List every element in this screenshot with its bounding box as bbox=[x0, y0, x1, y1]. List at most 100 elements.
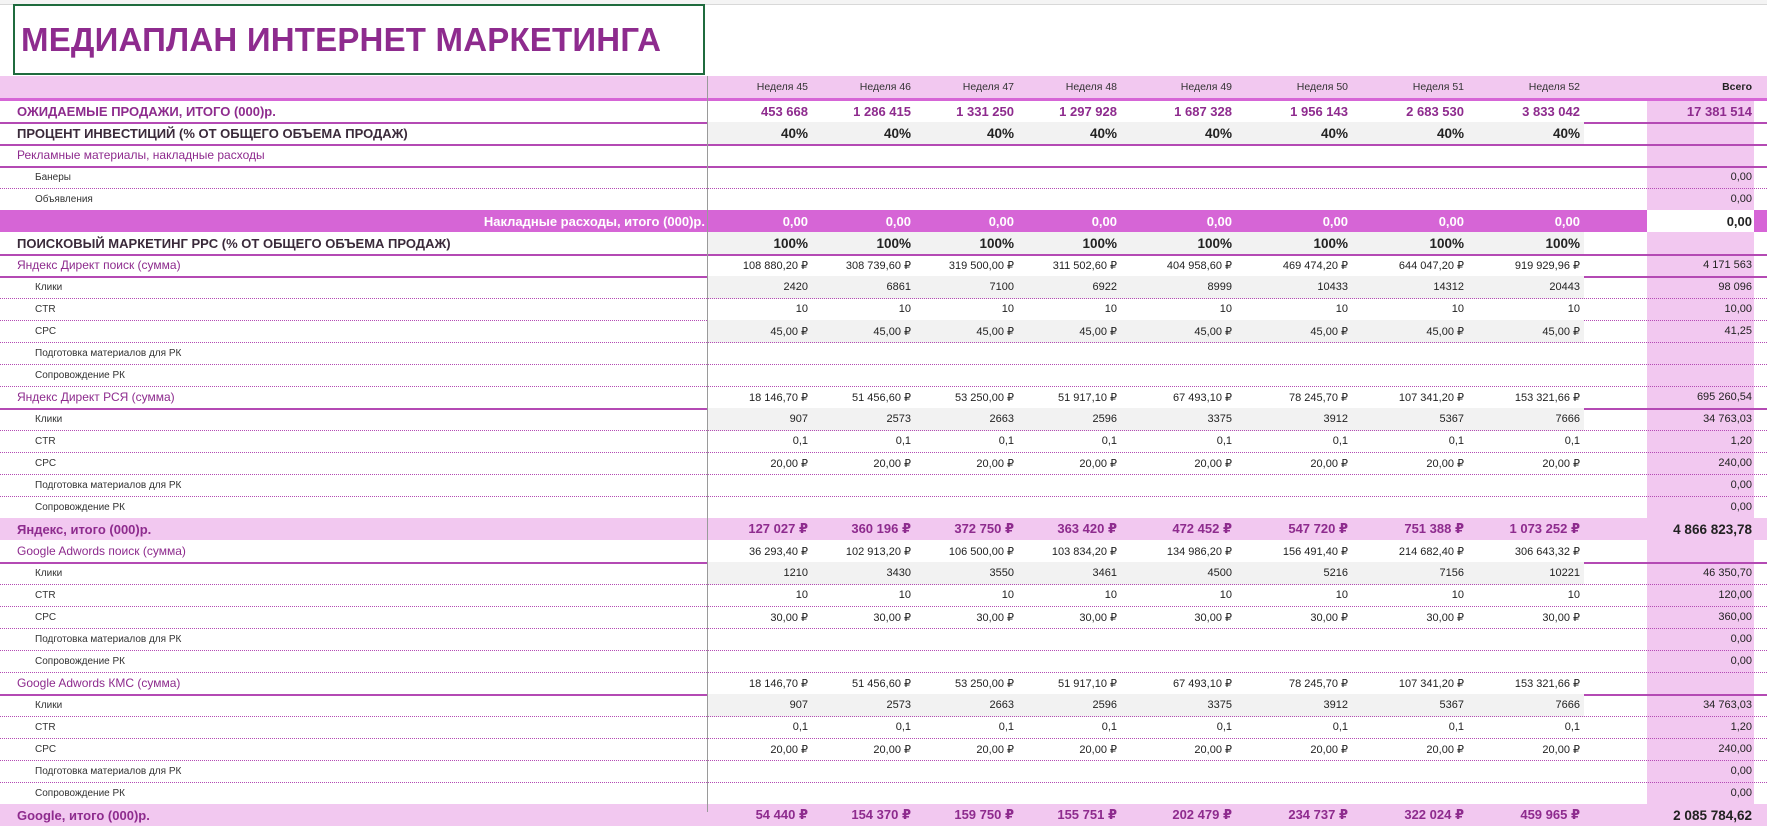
week-value-cell[interactable]: 51 917,10 ₽ bbox=[1058, 677, 1117, 690]
week-value-cell[interactable]: 107 341,20 ₽ bbox=[1398, 677, 1464, 690]
header-label-cell[interactable] bbox=[13, 76, 707, 98]
week-value-cell[interactable]: 306 643,32 ₽ bbox=[1514, 545, 1580, 558]
week-value-cell[interactable]: 234 737 ₽ bbox=[1288, 807, 1348, 822]
week-value-cell[interactable]: 103 834,20 ₽ bbox=[1051, 545, 1117, 558]
row-label[interactable]: Накладные расходы, итого (000)р. bbox=[483, 213, 705, 229]
week-value-cell[interactable]: 2596 bbox=[1092, 413, 1117, 425]
week-value-cell[interactable]: 1 286 415 bbox=[853, 103, 911, 119]
row-label[interactable]: ОЖИДАЕМЫЕ ПРОДАЖИ, ИТОГО (000)р. bbox=[17, 103, 276, 119]
week-value-cell[interactable]: 202 479 ₽ bbox=[1172, 807, 1232, 822]
week-value-cell[interactable]: 45,00 ₽ bbox=[976, 325, 1014, 338]
week-value-cell[interactable]: 5367 bbox=[1439, 699, 1464, 711]
week-value-cell[interactable]: 10 bbox=[1104, 303, 1117, 315]
row-label[interactable]: Яндекс Директ поиск (сумма) bbox=[17, 258, 181, 272]
week-value-cell[interactable]: 372 750 ₽ bbox=[954, 521, 1014, 536]
week-value-cell[interactable]: 20443 bbox=[1549, 281, 1580, 293]
week-value-cell[interactable]: 30,00 ₽ bbox=[1310, 611, 1348, 624]
week-value-cell[interactable]: 10 bbox=[795, 303, 808, 315]
week-value-cell[interactable]: 907 bbox=[789, 413, 808, 425]
week-value-cell[interactable]: 0,00 bbox=[1322, 213, 1348, 229]
row-label[interactable]: Яндекс Директ РСЯ (сумма) bbox=[17, 390, 175, 404]
week-value-cell[interactable]: 214 682,40 ₽ bbox=[1398, 545, 1464, 558]
week-value-cell[interactable]: 155 751 ₽ bbox=[1057, 807, 1117, 822]
week-value-cell[interactable]: 18 146,70 ₽ bbox=[749, 391, 808, 404]
row-label[interactable]: Клики bbox=[35, 567, 63, 579]
row-label[interactable]: Подготовка материалов для РК bbox=[35, 765, 182, 777]
row-label[interactable]: Подготовка материалов для РК bbox=[35, 347, 182, 359]
week-value-cell[interactable]: 7156 bbox=[1439, 567, 1464, 579]
row-label[interactable]: Подготовка материалов для РК bbox=[35, 633, 182, 645]
week-value-cell[interactable]: 108 880,20 ₽ bbox=[742, 259, 808, 272]
week-value-cell[interactable]: 308 739,60 ₽ bbox=[845, 259, 911, 272]
week-value-cell[interactable]: 30,00 ₽ bbox=[873, 611, 911, 624]
row-label[interactable]: Рекламные материалы, накладные расходы bbox=[17, 148, 265, 162]
week-value-cell[interactable]: 1 297 928 bbox=[1059, 103, 1117, 119]
total-value-cell[interactable]: 240,00 bbox=[1718, 743, 1752, 755]
week-value-cell[interactable]: 40% bbox=[780, 125, 808, 141]
week-value-cell[interactable]: 10 bbox=[1451, 303, 1464, 315]
week-value-cell[interactable]: 53 250,00 ₽ bbox=[955, 391, 1014, 404]
total-value-cell[interactable]: 0,00 bbox=[1730, 655, 1752, 667]
row-label[interactable]: CPC bbox=[35, 743, 57, 755]
week-value-cell[interactable]: 5216 bbox=[1323, 567, 1348, 579]
week-value-cell[interactable]: 30,00 ₽ bbox=[976, 611, 1014, 624]
week-value-cell[interactable]: 153 321,66 ₽ bbox=[1514, 677, 1580, 690]
week-value-cell[interactable]: 40% bbox=[1436, 125, 1464, 141]
week-value-cell[interactable]: 20,00 ₽ bbox=[770, 457, 808, 470]
week-value-cell[interactable]: 156 491,40 ₽ bbox=[1282, 545, 1348, 558]
row-label[interactable]: Google, итого (000)р. bbox=[17, 807, 150, 823]
total-value-cell[interactable]: 17 381 514 bbox=[1686, 103, 1752, 119]
week-value-cell[interactable]: 100% bbox=[1545, 235, 1580, 251]
week-value-cell[interactable]: 4500 bbox=[1207, 567, 1232, 579]
week-value-cell[interactable]: 54 440 ₽ bbox=[755, 807, 808, 822]
week-value-cell[interactable]: 20,00 ₽ bbox=[1542, 457, 1580, 470]
week-value-cell[interactable]: 0,1 bbox=[792, 721, 808, 733]
week-value-cell[interactable]: 0,1 bbox=[1564, 721, 1580, 733]
week-value-cell[interactable]: 20,00 ₽ bbox=[1310, 743, 1348, 756]
week-value-cell[interactable]: 0,1 bbox=[1332, 435, 1348, 447]
week-value-cell[interactable]: 40% bbox=[1552, 125, 1580, 141]
week-value-cell[interactable]: 20,00 ₽ bbox=[1194, 457, 1232, 470]
row-label[interactable]: Сопровождение РК bbox=[35, 501, 125, 513]
week-value-cell[interactable]: 7666 bbox=[1555, 699, 1580, 711]
week-value-cell[interactable]: 100% bbox=[1197, 235, 1232, 251]
week-value-cell[interactable]: 1 956 143 bbox=[1290, 103, 1348, 119]
week-value-cell[interactable]: 3550 bbox=[989, 567, 1014, 579]
row-label[interactable]: Клики bbox=[35, 699, 63, 711]
row-label[interactable]: ПРОЦЕНТ ИНВЕСТИЦИЙ (% ОТ ОБЩЕГО ОБЪЕМА П… bbox=[17, 125, 408, 141]
week-value-cell[interactable]: 159 750 ₽ bbox=[954, 807, 1014, 822]
week-value-cell[interactable]: 53 250,00 ₽ bbox=[955, 677, 1014, 690]
week-value-cell[interactable]: 3912 bbox=[1323, 413, 1348, 425]
week-value-cell[interactable]: 20,00 ₽ bbox=[1426, 457, 1464, 470]
week-header-49[interactable]: Неделя 49 bbox=[1180, 81, 1232, 93]
total-value-cell[interactable]: 360,00 bbox=[1718, 611, 1752, 623]
week-value-cell[interactable]: 311 502,60 ₽ bbox=[1052, 259, 1117, 272]
week-value-cell[interactable]: 751 388 ₽ bbox=[1404, 521, 1464, 536]
week-value-cell[interactable]: 7666 bbox=[1555, 413, 1580, 425]
week-value-cell[interactable]: 20,00 ₽ bbox=[1079, 457, 1117, 470]
week-value-cell[interactable]: 2596 bbox=[1092, 699, 1117, 711]
week-value-cell[interactable]: 45,00 ₽ bbox=[1426, 325, 1464, 338]
week-value-cell[interactable]: 30,00 ₽ bbox=[1542, 611, 1580, 624]
week-value-cell[interactable]: 45,00 ₽ bbox=[1194, 325, 1232, 338]
week-value-cell[interactable]: 0,1 bbox=[1448, 721, 1464, 733]
week-value-cell[interactable]: 40% bbox=[1089, 125, 1117, 141]
total-value-cell[interactable]: 1,20 bbox=[1730, 721, 1752, 733]
week-value-cell[interactable]: 20,00 ₽ bbox=[976, 743, 1014, 756]
week-value-cell[interactable]: 40% bbox=[986, 125, 1014, 141]
week-value-cell[interactable]: 153 321,66 ₽ bbox=[1514, 391, 1580, 404]
total-value-cell[interactable]: 98 096 bbox=[1718, 281, 1752, 293]
total-value-cell[interactable]: 46 350,70 bbox=[1703, 567, 1752, 579]
week-value-cell[interactable]: 45,00 ₽ bbox=[873, 325, 911, 338]
week-value-cell[interactable]: 107 341,20 ₽ bbox=[1398, 391, 1464, 404]
week-value-cell[interactable]: 45,00 ₽ bbox=[770, 325, 808, 338]
week-header-52[interactable]: Неделя 52 bbox=[1528, 81, 1580, 93]
week-value-cell[interactable]: 0,1 bbox=[1216, 721, 1232, 733]
week-value-cell[interactable]: 67 493,10 ₽ bbox=[1173, 391, 1232, 404]
week-value-cell[interactable]: 0,1 bbox=[998, 435, 1014, 447]
week-value-cell[interactable]: 3375 bbox=[1207, 413, 1232, 425]
week-value-cell[interactable]: 10 bbox=[898, 303, 911, 315]
week-value-cell[interactable]: 10221 bbox=[1549, 567, 1580, 579]
row-label[interactable]: CTR bbox=[35, 589, 56, 601]
week-value-cell[interactable]: 45,00 ₽ bbox=[1079, 325, 1117, 338]
